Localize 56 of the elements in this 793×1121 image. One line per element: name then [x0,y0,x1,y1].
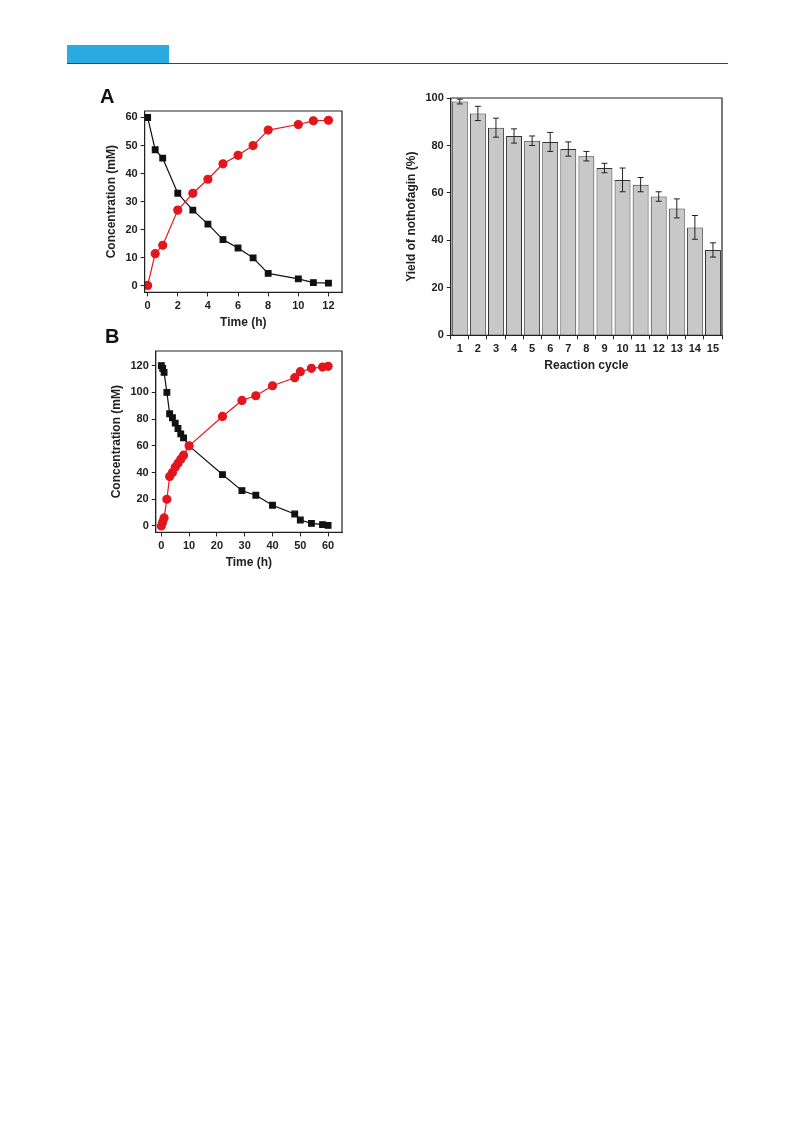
y-tick-label: 120 [130,358,149,371]
y-tick-label: 50 [125,138,138,151]
y-tick-label: 100 [130,385,149,398]
y-tick-label: 80 [431,138,444,151]
y-axis-title: Yield of nothofagin (%) [403,151,418,282]
x-tick-label: 8 [265,299,272,312]
chart-title: B [105,324,120,347]
x-tick-label: 6 [234,299,242,312]
y-tick-label: 60 [125,110,138,123]
y-tick-label: 20 [136,492,149,505]
x-tick-label: 9 [601,342,608,355]
x-tick-label: 20 [210,539,224,552]
x-tick-label: 40 [266,539,279,552]
y-tick-label: 0 [142,519,149,532]
x-tick-label: 14 [688,342,702,355]
x-tick-label: 13 [670,342,683,355]
y-axis-title: Concentration (mM) [108,385,123,499]
x-tick-label: 4 [204,299,212,312]
x-tick-label: 10 [292,299,305,312]
y-tick-label: 40 [431,233,444,246]
x-tick-label: 12 [322,299,335,312]
x-tick-label: 10 [182,539,196,552]
x-tick-label: 30 [238,539,251,552]
x-axis-title: Time (h) [220,315,267,330]
x-tick-label: 60 [321,539,335,552]
y-tick-label: 60 [136,438,149,451]
x-tick-label: 12 [652,342,665,355]
y-tick-label: 100 [425,91,444,104]
y-tick-label: 60 [431,185,444,198]
y-tick-label: 20 [431,280,444,293]
x-tick-label: 3 [492,342,500,355]
x-tick-label: 4 [510,342,518,355]
y-tick-label: 20 [125,222,138,235]
chart-title: A [100,84,115,107]
x-tick-label: 6 [547,342,554,355]
x-tick-label: 1 [456,342,463,355]
x-tick-label: 50 [294,539,307,552]
x-tick-label: 7 [565,342,572,355]
x-tick-label: 15 [706,342,720,355]
y-tick-label: 30 [125,194,138,207]
x-tick-label: 5 [529,342,536,355]
y-tick-label: 40 [136,465,149,478]
y-tick-label: 10 [125,250,138,263]
x-axis-title: Reaction cycle [544,358,629,373]
x-tick-label: 10 [616,342,629,355]
y-axis-title: Concentration (mM) [103,145,118,259]
x-axis-title: Time (h) [225,555,273,570]
x-tick-label: 11 [634,342,647,355]
x-tick-label: 0 [158,539,165,552]
y-tick-label: 0 [437,328,444,341]
y-tick-label: 80 [136,412,149,425]
x-tick-label: 2 [474,342,481,355]
y-tick-label: 40 [125,166,138,179]
x-tick-label: 2 [174,299,181,312]
y-tick-label: 0 [131,278,138,291]
x-tick-label: 8 [583,342,590,355]
